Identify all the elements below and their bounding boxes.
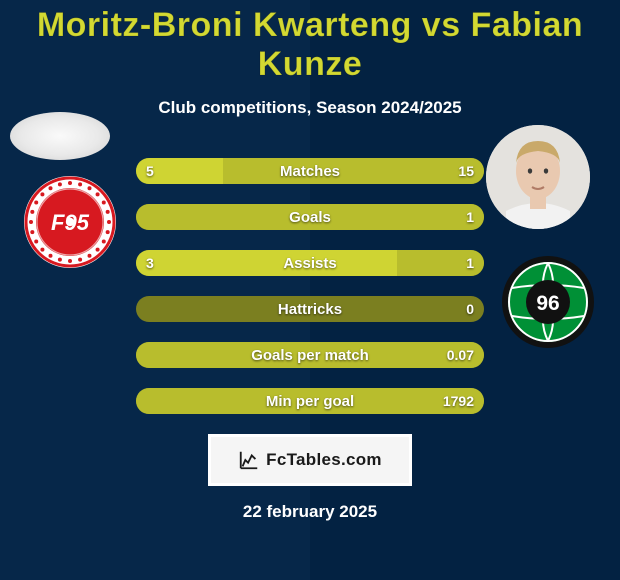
- stat-value-right: 15: [458, 158, 474, 184]
- stat-label: Goals: [136, 204, 484, 230]
- stat-value-right: 1: [466, 204, 474, 230]
- stat-label: Assists: [136, 250, 484, 276]
- stat-row: Hattricks0: [136, 296, 484, 322]
- date-text: 22 february 2025: [0, 502, 620, 522]
- stat-row: Goals per match0.07: [136, 342, 484, 368]
- stat-value-right: 1: [466, 250, 474, 276]
- subtitle: Club competitions, Season 2024/2025: [0, 98, 620, 118]
- club-left-text: F95: [51, 210, 90, 235]
- club-right-badge: 96: [500, 254, 596, 350]
- stat-row: Goals1: [136, 204, 484, 230]
- stat-label: Min per goal: [136, 388, 484, 414]
- stat-value-right: 0: [466, 296, 474, 322]
- stat-row: Assists3 1: [136, 250, 484, 276]
- watermark: FcTables.com: [208, 434, 412, 486]
- stat-value-left: 5: [146, 158, 154, 184]
- club-right-text: 96: [536, 292, 559, 315]
- stat-value-right: 0.07: [447, 342, 474, 368]
- bar-chart-icon: [238, 449, 260, 471]
- watermark-text: FcTables.com: [266, 450, 382, 470]
- stat-value-left: 3: [146, 250, 154, 276]
- stat-row: Min per goal1792: [136, 388, 484, 414]
- player-right-photo: [486, 125, 590, 229]
- club-left-badge: F95: [22, 174, 118, 270]
- stat-label: Goals per match: [136, 342, 484, 368]
- stats-container: Matches515Goals1Assists31Hattricks0Goals…: [136, 158, 484, 414]
- page-title: Moritz-Broni Kwarteng vs Fabian Kunze: [0, 0, 620, 84]
- stat-row: Matches5 15: [136, 158, 484, 184]
- stat-label: Matches: [136, 158, 484, 184]
- player-left-photo: [10, 112, 110, 160]
- stat-value-right: 1792: [443, 388, 474, 414]
- stat-label: Hattricks: [136, 296, 484, 322]
